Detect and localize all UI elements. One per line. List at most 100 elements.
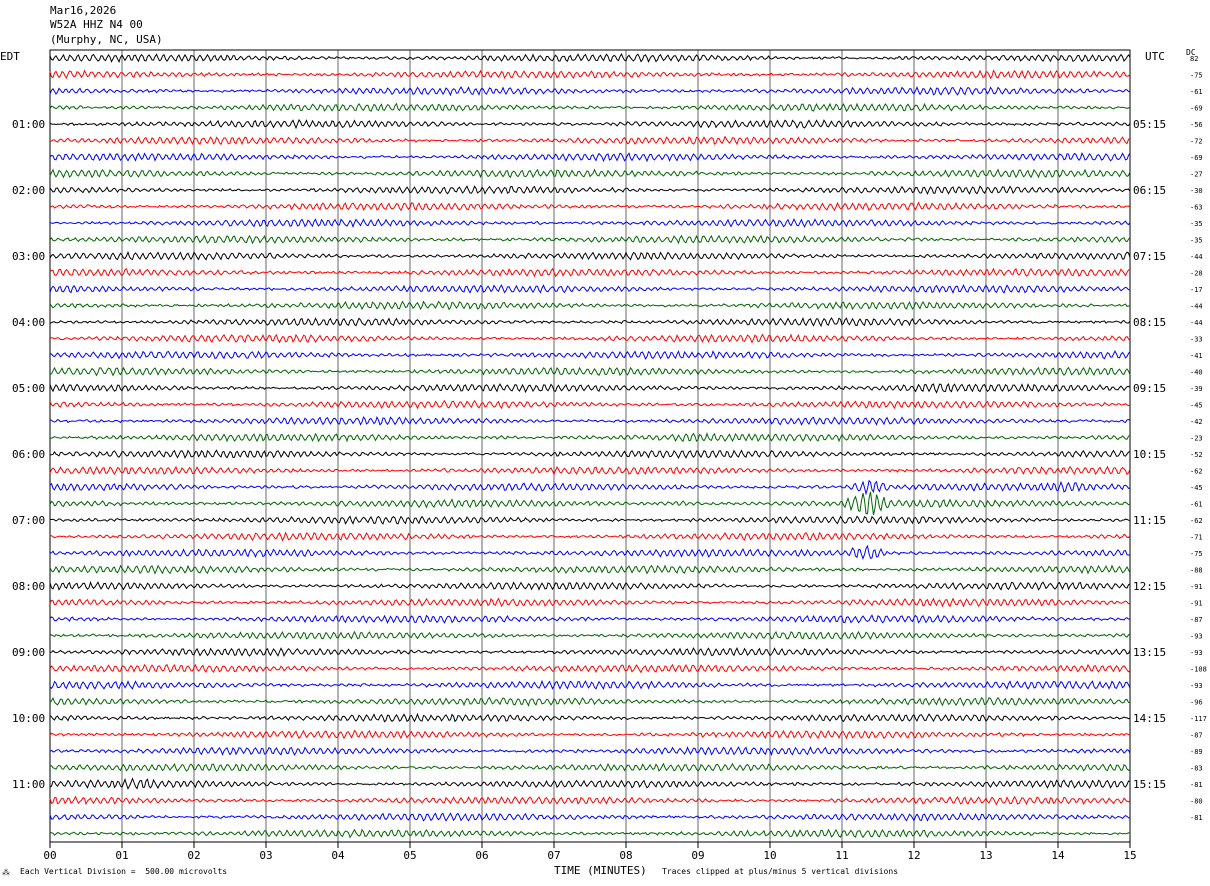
- dc-label: DC: [1186, 48, 1196, 57]
- trace-line: [49, 544, 1131, 561]
- left-hour-label: 01:00: [12, 118, 45, 131]
- dc-offset-label: -39: [1190, 385, 1203, 393]
- dc-offset-label: -33: [1190, 336, 1203, 344]
- x-tick-label: 06: [475, 849, 488, 862]
- dc-offset-label: -108: [1190, 666, 1207, 674]
- x-tick-label: 09: [691, 849, 704, 862]
- x-tick-label: 05: [403, 849, 416, 862]
- trace-line: [49, 597, 1131, 608]
- dc-offset-label: -61: [1190, 88, 1203, 96]
- dc-offset-label: -28: [1190, 270, 1203, 278]
- trace-line: [49, 168, 1131, 179]
- x-tick-label: 00: [43, 849, 56, 862]
- dc-offset-label: -87: [1190, 616, 1203, 624]
- dc-offset-label: -62: [1190, 468, 1203, 476]
- dc-offset-label: -23: [1190, 435, 1203, 443]
- dc-offset-label: -81: [1190, 781, 1203, 789]
- trace-line: [49, 284, 1131, 294]
- trace-line: [49, 300, 1130, 311]
- x-tick-label: 02: [187, 849, 200, 862]
- dc-offset-label: -56: [1190, 121, 1203, 129]
- trace-line: [49, 317, 1131, 328]
- dc-offset-label: -87: [1190, 732, 1203, 740]
- left-hour-label: 11:00: [12, 778, 45, 791]
- dc-offset-label: -117: [1190, 715, 1207, 723]
- dc-offset-label: -89: [1190, 748, 1203, 756]
- dc-offset-label: -91: [1190, 583, 1203, 591]
- trace-line: [49, 812, 1131, 822]
- dc-offset-label: -69: [1190, 105, 1203, 113]
- x-tick-label: 14: [1051, 849, 1065, 862]
- right-hour-label: 07:15: [1133, 250, 1166, 263]
- dc-offset-label: -35: [1190, 237, 1203, 245]
- trace-line: [49, 250, 1131, 261]
- dc-offset-label: -80: [1190, 798, 1203, 806]
- dc-offset-label: -44: [1190, 303, 1203, 311]
- dc-offset-label: -69: [1190, 154, 1203, 162]
- dc-offset-label: -40: [1190, 369, 1203, 377]
- dc-offset-label: -75: [1190, 550, 1203, 558]
- x-tick-label: 13: [979, 849, 992, 862]
- right-hour-label: 06:15: [1133, 184, 1166, 197]
- dc-offset-label: -63: [1190, 204, 1203, 212]
- trace-line: [49, 218, 1131, 229]
- trace-line: [49, 729, 1131, 740]
- dc-offset-label: -71: [1190, 534, 1203, 542]
- trace-line: [49, 135, 1131, 146]
- trace-line: [49, 491, 1131, 516]
- header-station: W52A HHZ N4 00: [50, 18, 143, 31]
- trace-line: [49, 350, 1131, 360]
- right-hour-label: 10:15: [1133, 448, 1166, 461]
- dc-offset-label: -72: [1190, 138, 1203, 146]
- footer-marker-icon: ⁂: [2, 868, 10, 877]
- trace-line: [49, 85, 1131, 97]
- trace-line: [49, 400, 1131, 410]
- left-hour-label: 03:00: [12, 250, 45, 263]
- x-tick-label: 10: [763, 849, 776, 862]
- trace-line: [49, 152, 1131, 163]
- right-hour-label: 14:15: [1133, 712, 1166, 725]
- dc-offset-label: -88: [1190, 567, 1203, 575]
- trace-line: [49, 449, 1131, 459]
- x-tick-label: 08: [619, 849, 632, 862]
- right-hour-label: 11:15: [1133, 514, 1166, 527]
- left-hour-label: 04:00: [12, 316, 45, 329]
- right-hour-label: 08:15: [1133, 316, 1166, 329]
- trace-line: [49, 333, 1131, 344]
- trace-line: [49, 119, 1131, 130]
- xaxis-title: TIME (MINUTES): [554, 864, 647, 877]
- trace-line: [49, 646, 1131, 658]
- trace-line: [49, 432, 1131, 443]
- footer-clip-text: Traces clipped at plus/minus 5 vertical …: [662, 867, 899, 876]
- trace-line: [49, 383, 1131, 394]
- dc-offset-label: -41: [1190, 352, 1203, 360]
- dc-offset-label: -45: [1190, 484, 1203, 492]
- left-hour-label: 07:00: [12, 514, 45, 527]
- trace-line: [49, 712, 1131, 723]
- trace-line: [49, 777, 1131, 790]
- trace-line: [50, 515, 1131, 525]
- dc-offset-label: 82: [1190, 55, 1198, 63]
- left-hour-label: 06:00: [12, 448, 45, 461]
- left-hour-label: 08:00: [12, 580, 45, 593]
- left-hour-label: 09:00: [12, 646, 45, 659]
- x-tick-label: 12: [907, 849, 920, 862]
- dc-offset-label: -62: [1190, 517, 1203, 525]
- trace-line: [49, 679, 1131, 691]
- dc-offset-label: -81: [1190, 814, 1203, 822]
- trace-line: [49, 415, 1131, 426]
- trace-line: [49, 795, 1131, 806]
- trace-line: [49, 69, 1131, 80]
- dc-offset-label: -44: [1190, 319, 1203, 327]
- trace-line: [49, 746, 1131, 757]
- trace-line: [49, 185, 1131, 196]
- footer-scale-text: Each Vertical Division = 500.00 microvol…: [20, 867, 228, 876]
- right-hour-label: 15:15: [1133, 778, 1166, 791]
- x-tick-label: 03: [259, 849, 272, 862]
- x-tick-label: 11: [835, 849, 848, 862]
- trace-line: [49, 580, 1131, 591]
- dc-offset-label: -96: [1190, 699, 1203, 707]
- x-tick-label: 04: [331, 849, 345, 862]
- trace-line: [49, 564, 1131, 575]
